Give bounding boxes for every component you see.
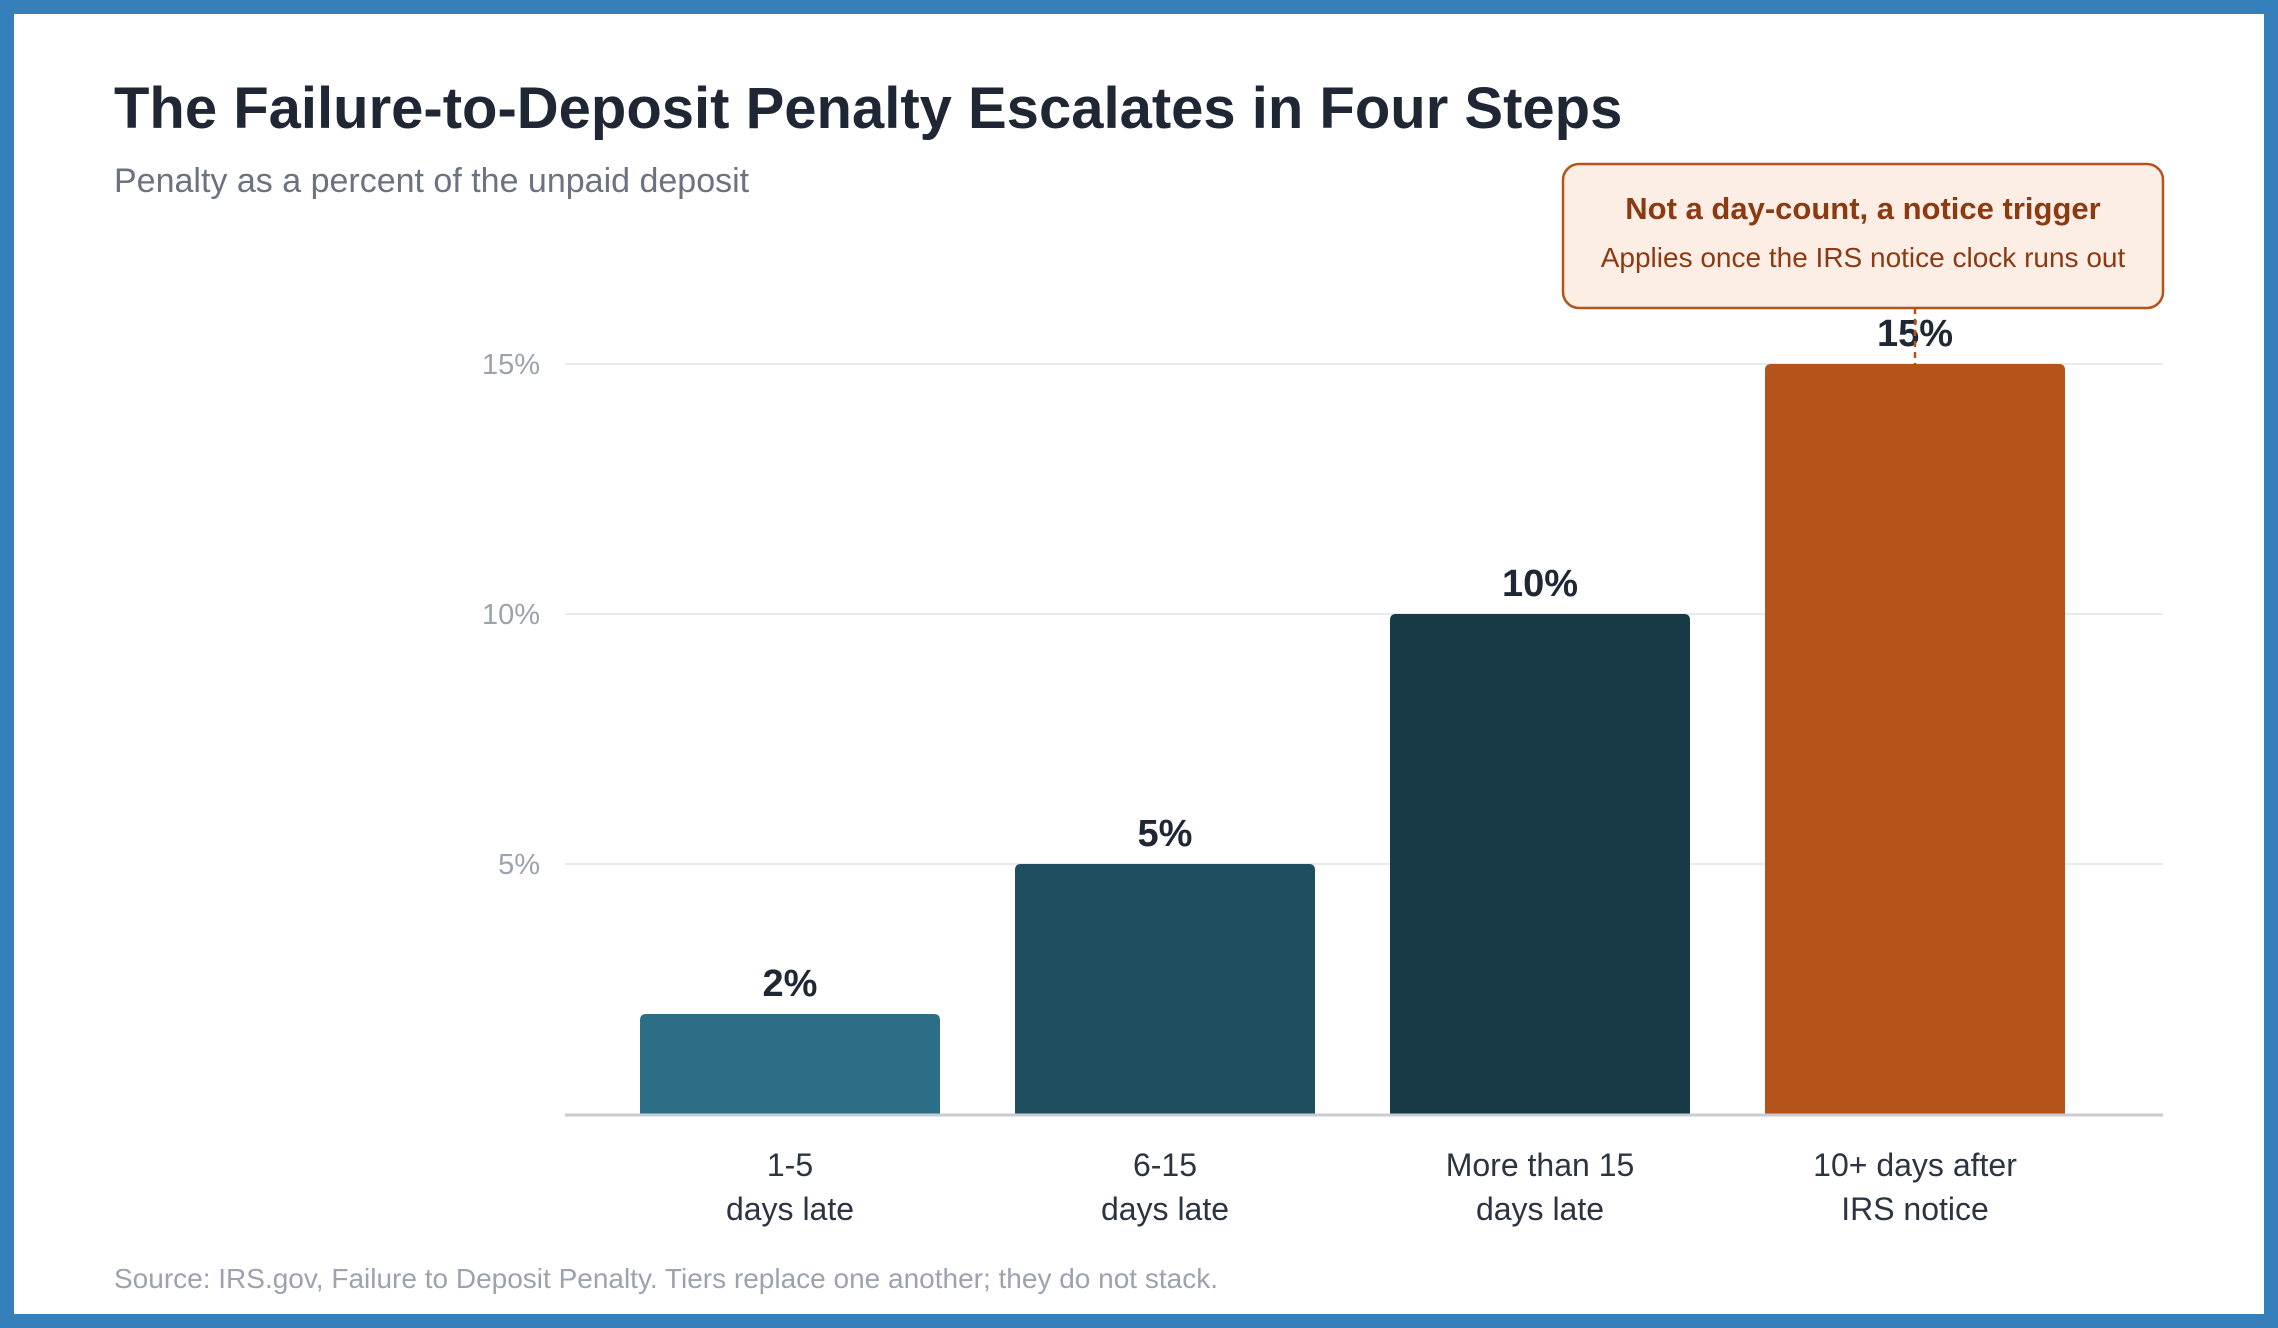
category-label: More than 15	[1446, 1147, 1635, 1183]
callout-title: Not a day-count, a notice trigger	[1625, 191, 2100, 226]
chart-title: The Failure-to-Deposit Penalty Escalates…	[114, 76, 1622, 141]
callout-body: Applies once the IRS notice clock runs o…	[1601, 242, 2126, 273]
category-label: days late	[726, 1191, 854, 1227]
category-labels: 1-5 days late 6-15 days late More than 15 day…	[726, 1147, 2017, 1227]
callout-box	[1561, 162, 2165, 310]
data-label: 10%	[1502, 563, 1578, 605]
source-note: Source: IRS.gov, Failure to Deposit Pena…	[114, 1263, 1218, 1294]
category-label: days late	[1476, 1191, 1604, 1227]
bar	[1765, 364, 2065, 1114]
bar	[640, 1014, 940, 1114]
category-label: 1-5	[767, 1147, 813, 1183]
category-label: 6-15	[1133, 1147, 1197, 1183]
annotation-callout: Not a day-count, a notice trigger Applie…	[1561, 162, 2165, 364]
data-labels: 2%5%10%15%	[763, 313, 1953, 1005]
category-label: days late	[1101, 1191, 1229, 1227]
y-tick-label: 10%	[482, 599, 540, 631]
category-label: 10+ days after	[1813, 1147, 2017, 1183]
category-label: IRS notice	[1841, 1191, 1989, 1227]
y-axis-ticks: 5% 10% 15%	[482, 349, 540, 881]
data-label: 5%	[1138, 813, 1193, 855]
y-tick-label: 15%	[482, 349, 540, 381]
bars	[640, 364, 2065, 1114]
bar	[1015, 864, 1315, 1114]
y-tick-label: 5%	[498, 849, 540, 881]
chart-subtitle: Penalty as a percent of the unpaid depos…	[114, 162, 750, 200]
bar	[1390, 614, 1690, 1114]
data-label: 2%	[763, 963, 818, 1005]
